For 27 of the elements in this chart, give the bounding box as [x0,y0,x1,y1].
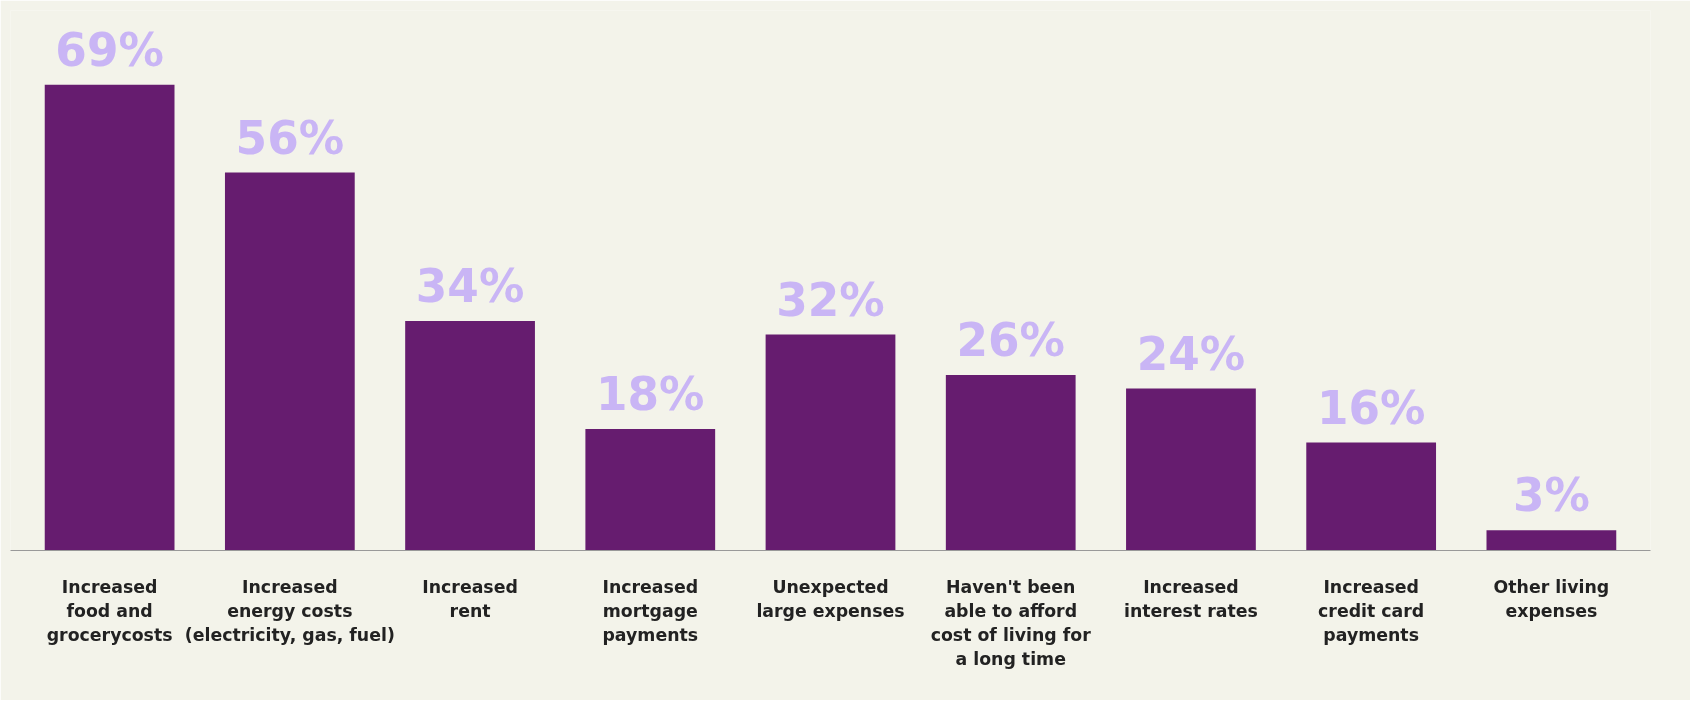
x-tick-label: Haven't been able to afford cost of living for a long time [930,576,1092,669]
bar [1486,530,1617,551]
x-tick-label: Increased food and grocerycosts [46,576,173,645]
data-label: 56% [235,111,345,165]
x-tick-label: Increased credit card payments [1318,576,1425,645]
bar [765,334,896,551]
bar [585,429,716,551]
data-label: 26% [956,314,1065,367]
data-label: 34% [415,260,525,313]
bar [945,375,1076,551]
data-label: 69% [55,23,164,77]
x-tick-label: Increased interest rates [1124,576,1258,621]
bar [1126,388,1256,551]
bar [224,172,355,551]
x-tick-label: Unexpected large expenses [756,576,905,621]
x-tick-label: Other living expenses [1493,576,1610,621]
x-tick-label: Increased mortgage payments [602,576,699,645]
bar [405,321,535,551]
data-label: 16% [1316,381,1426,435]
x-tick-label: Increased rent [422,576,518,621]
bar [1306,442,1437,551]
data-label: 3% [1512,469,1590,523]
data-label: 32% [776,273,885,327]
data-label: 24% [1136,327,1246,381]
x-tick-label: Increased energy costs (electricity, gas, fuel) [184,576,395,645]
data-label: 18% [596,368,705,421]
bar [44,84,175,551]
